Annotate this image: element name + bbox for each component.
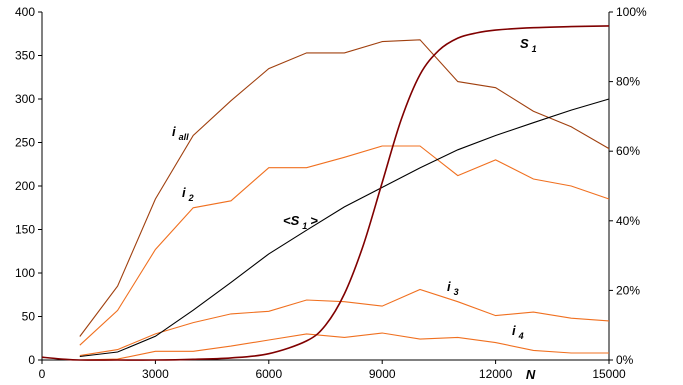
- right-y-tick-label: 100%: [616, 5, 647, 19]
- left-y-tick-label: 350: [15, 49, 35, 63]
- x-tick-label: 6000: [255, 367, 282, 381]
- axes: [38, 11, 613, 364]
- series-label-subscript: 4: [518, 331, 524, 341]
- series-label-subscript: all: [179, 132, 190, 142]
- tick-labels: 0501001502002503003504000%20%40%60%80%10…: [15, 5, 647, 381]
- series-label-subscript: 1: [302, 221, 307, 231]
- x-tick-label: 15000: [592, 367, 626, 381]
- series-label: i all: [172, 124, 189, 142]
- left-y-tick-label: 0: [28, 353, 35, 367]
- x-tick-label: 3000: [142, 367, 169, 381]
- right-y-tick-label: 60%: [616, 144, 640, 158]
- series-line-s-1: [79, 98, 610, 358]
- series-label-main: i: [172, 124, 176, 139]
- series-line-i-2: [79, 145, 610, 346]
- series-label-main: i: [182, 185, 186, 200]
- series-label-tail: >: [310, 213, 318, 228]
- left-y-tick-label: 250: [15, 136, 35, 150]
- x-tick-label: 0: [39, 367, 46, 381]
- series-label-main: <S: [283, 213, 300, 228]
- right-y-tick-label: 80%: [616, 75, 640, 89]
- right-y-tick-label: 20%: [616, 283, 640, 297]
- series-label-subscript: 3: [454, 287, 459, 297]
- series-lines: [41, 25, 610, 361]
- series-line-i-all: [79, 39, 610, 337]
- x-tick-label: 12000: [479, 367, 513, 381]
- series-label-subscript: 1: [532, 44, 537, 54]
- series-label-main: S: [520, 36, 529, 51]
- series-line-i-4: [79, 332, 609, 361]
- series-label-subscript: 2: [188, 193, 194, 203]
- series-line-i-3: [79, 288, 610, 357]
- left-y-tick-label: 300: [15, 92, 35, 106]
- series-label-main: i: [447, 279, 451, 294]
- right-y-tick-label: 0%: [616, 353, 634, 367]
- left-y-tick-label: 50: [22, 310, 36, 324]
- x-tick-label: 9000: [369, 367, 396, 381]
- x-axis-label: N: [526, 367, 536, 382]
- left-y-tick-label: 400: [15, 5, 35, 19]
- right-y-tick-label: 40%: [616, 214, 640, 228]
- left-y-tick-label: 200: [15, 179, 35, 193]
- series-line-s1: [41, 25, 610, 361]
- series-label-main: i: [512, 323, 516, 338]
- left-y-tick-label: 150: [15, 223, 35, 237]
- series-label: <S 1 >: [283, 213, 318, 231]
- left-y-tick-label: 100: [15, 266, 35, 280]
